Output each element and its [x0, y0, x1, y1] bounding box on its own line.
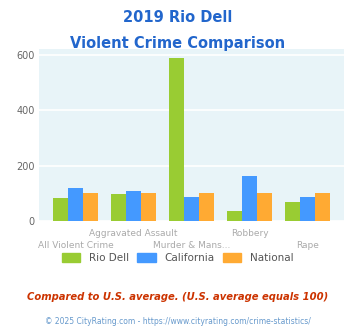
Bar: [169, 58, 184, 221]
Bar: [227, 211, 242, 221]
Bar: [242, 176, 257, 221]
Text: Compared to U.S. average. (U.S. average equals 100): Compared to U.S. average. (U.S. average …: [27, 292, 328, 302]
Bar: [199, 193, 214, 221]
Text: All Violent Crime: All Violent Crime: [38, 241, 114, 250]
Bar: [111, 194, 126, 221]
Bar: [53, 198, 68, 221]
Text: Aggravated Assault: Aggravated Assault: [89, 229, 178, 238]
Text: Rape: Rape: [296, 241, 319, 250]
Text: 2019 Rio Dell: 2019 Rio Dell: [123, 10, 232, 25]
Legend: Rio Dell, California, National: Rio Dell, California, National: [58, 248, 297, 267]
Bar: [285, 202, 300, 221]
Bar: [83, 193, 98, 221]
Bar: [68, 188, 83, 221]
Text: Robbery: Robbery: [231, 229, 269, 238]
Bar: [300, 197, 315, 221]
Bar: [184, 197, 199, 221]
Bar: [257, 193, 272, 221]
Text: Murder & Mans...: Murder & Mans...: [153, 241, 230, 250]
Bar: [315, 193, 331, 221]
Bar: [126, 191, 141, 221]
Text: © 2025 CityRating.com - https://www.cityrating.com/crime-statistics/: © 2025 CityRating.com - https://www.city…: [45, 317, 310, 326]
Bar: [141, 193, 156, 221]
Text: Violent Crime Comparison: Violent Crime Comparison: [70, 36, 285, 51]
